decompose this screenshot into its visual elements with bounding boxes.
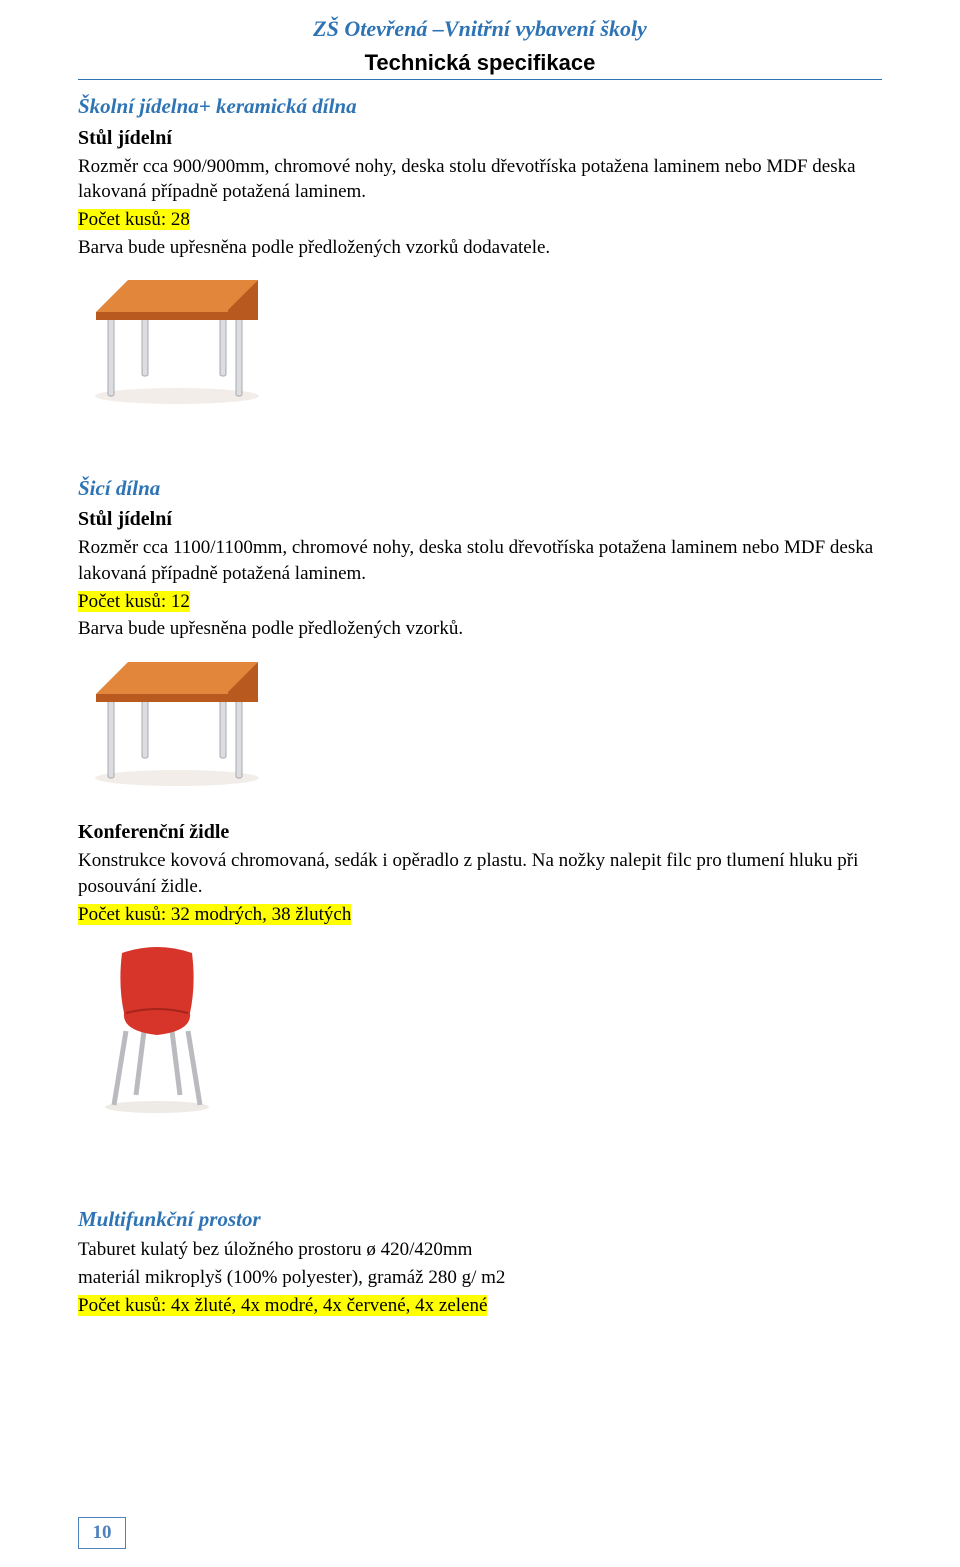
header-line-2: Technická specifikace xyxy=(78,48,882,78)
item-name-1: Stůl jídelní xyxy=(78,125,882,152)
header-line-1: ZŠ Otevřená –Vnitřní vybavení školy xyxy=(78,14,882,44)
section-title-2: Šicí dílna xyxy=(78,474,882,502)
item-desc-3: Konstrukce kovová chromovaná, sedák i op… xyxy=(78,848,882,899)
item-desc-2: Rozměr cca 1100/1100mm, chromové nohy, d… xyxy=(78,535,882,586)
item-name-2: Stůl jídelní xyxy=(78,506,882,533)
chair-svg xyxy=(92,935,222,1115)
item-qty-3: Počet kusů: 32 modrých, 38 žlutých xyxy=(78,902,882,928)
item-qty-1: Počet kusů: 28 xyxy=(78,207,882,233)
item-name-3: Konferenční židle xyxy=(78,819,882,846)
table-svg-2 xyxy=(82,648,272,788)
item-desc-1: Rozměr cca 900/900mm, chromové nohy, des… xyxy=(78,154,882,205)
qty-highlight-2: Počet kusů: 12 xyxy=(78,591,190,612)
page-number: 10 xyxy=(93,1520,112,1546)
table-image-2 xyxy=(82,648,882,796)
table-svg-1 xyxy=(82,266,272,406)
item-qty-2: Počet kusů: 12 xyxy=(78,589,882,615)
qty-highlight-4: Počet kusů: 4x žluté, 4x modré, 4x červe… xyxy=(78,1295,487,1316)
chair-image xyxy=(92,935,882,1123)
header-divider xyxy=(78,79,882,80)
page-container: ZŠ Otevřená –Vnitřní vybavení školy Tech… xyxy=(0,0,960,1567)
table-image-1 xyxy=(82,266,882,414)
item-desc-4a: Taburet kulatý bez úložného prostoru ø 4… xyxy=(78,1237,882,1263)
item-qty-4: Počet kusů: 4x žluté, 4x modré, 4x červe… xyxy=(78,1293,882,1319)
item-note-1: Barva bude upřesněna podle předložených … xyxy=(78,235,882,261)
section-title-1: Školní jídelna+ keramická dílna xyxy=(78,92,882,120)
item-desc-4b: materiál mikroplyš (100% polyester), gra… xyxy=(78,1265,882,1291)
section-title-4: Multifunkční prostor xyxy=(78,1205,882,1233)
item-note-2: Barva bude upřesněna podle předložených … xyxy=(78,616,882,642)
page-number-box: 10 xyxy=(78,1517,126,1549)
qty-highlight-3: Počet kusů: 32 modrých, 38 žlutých xyxy=(78,904,351,925)
qty-highlight-1: Počet kusů: 28 xyxy=(78,209,190,230)
